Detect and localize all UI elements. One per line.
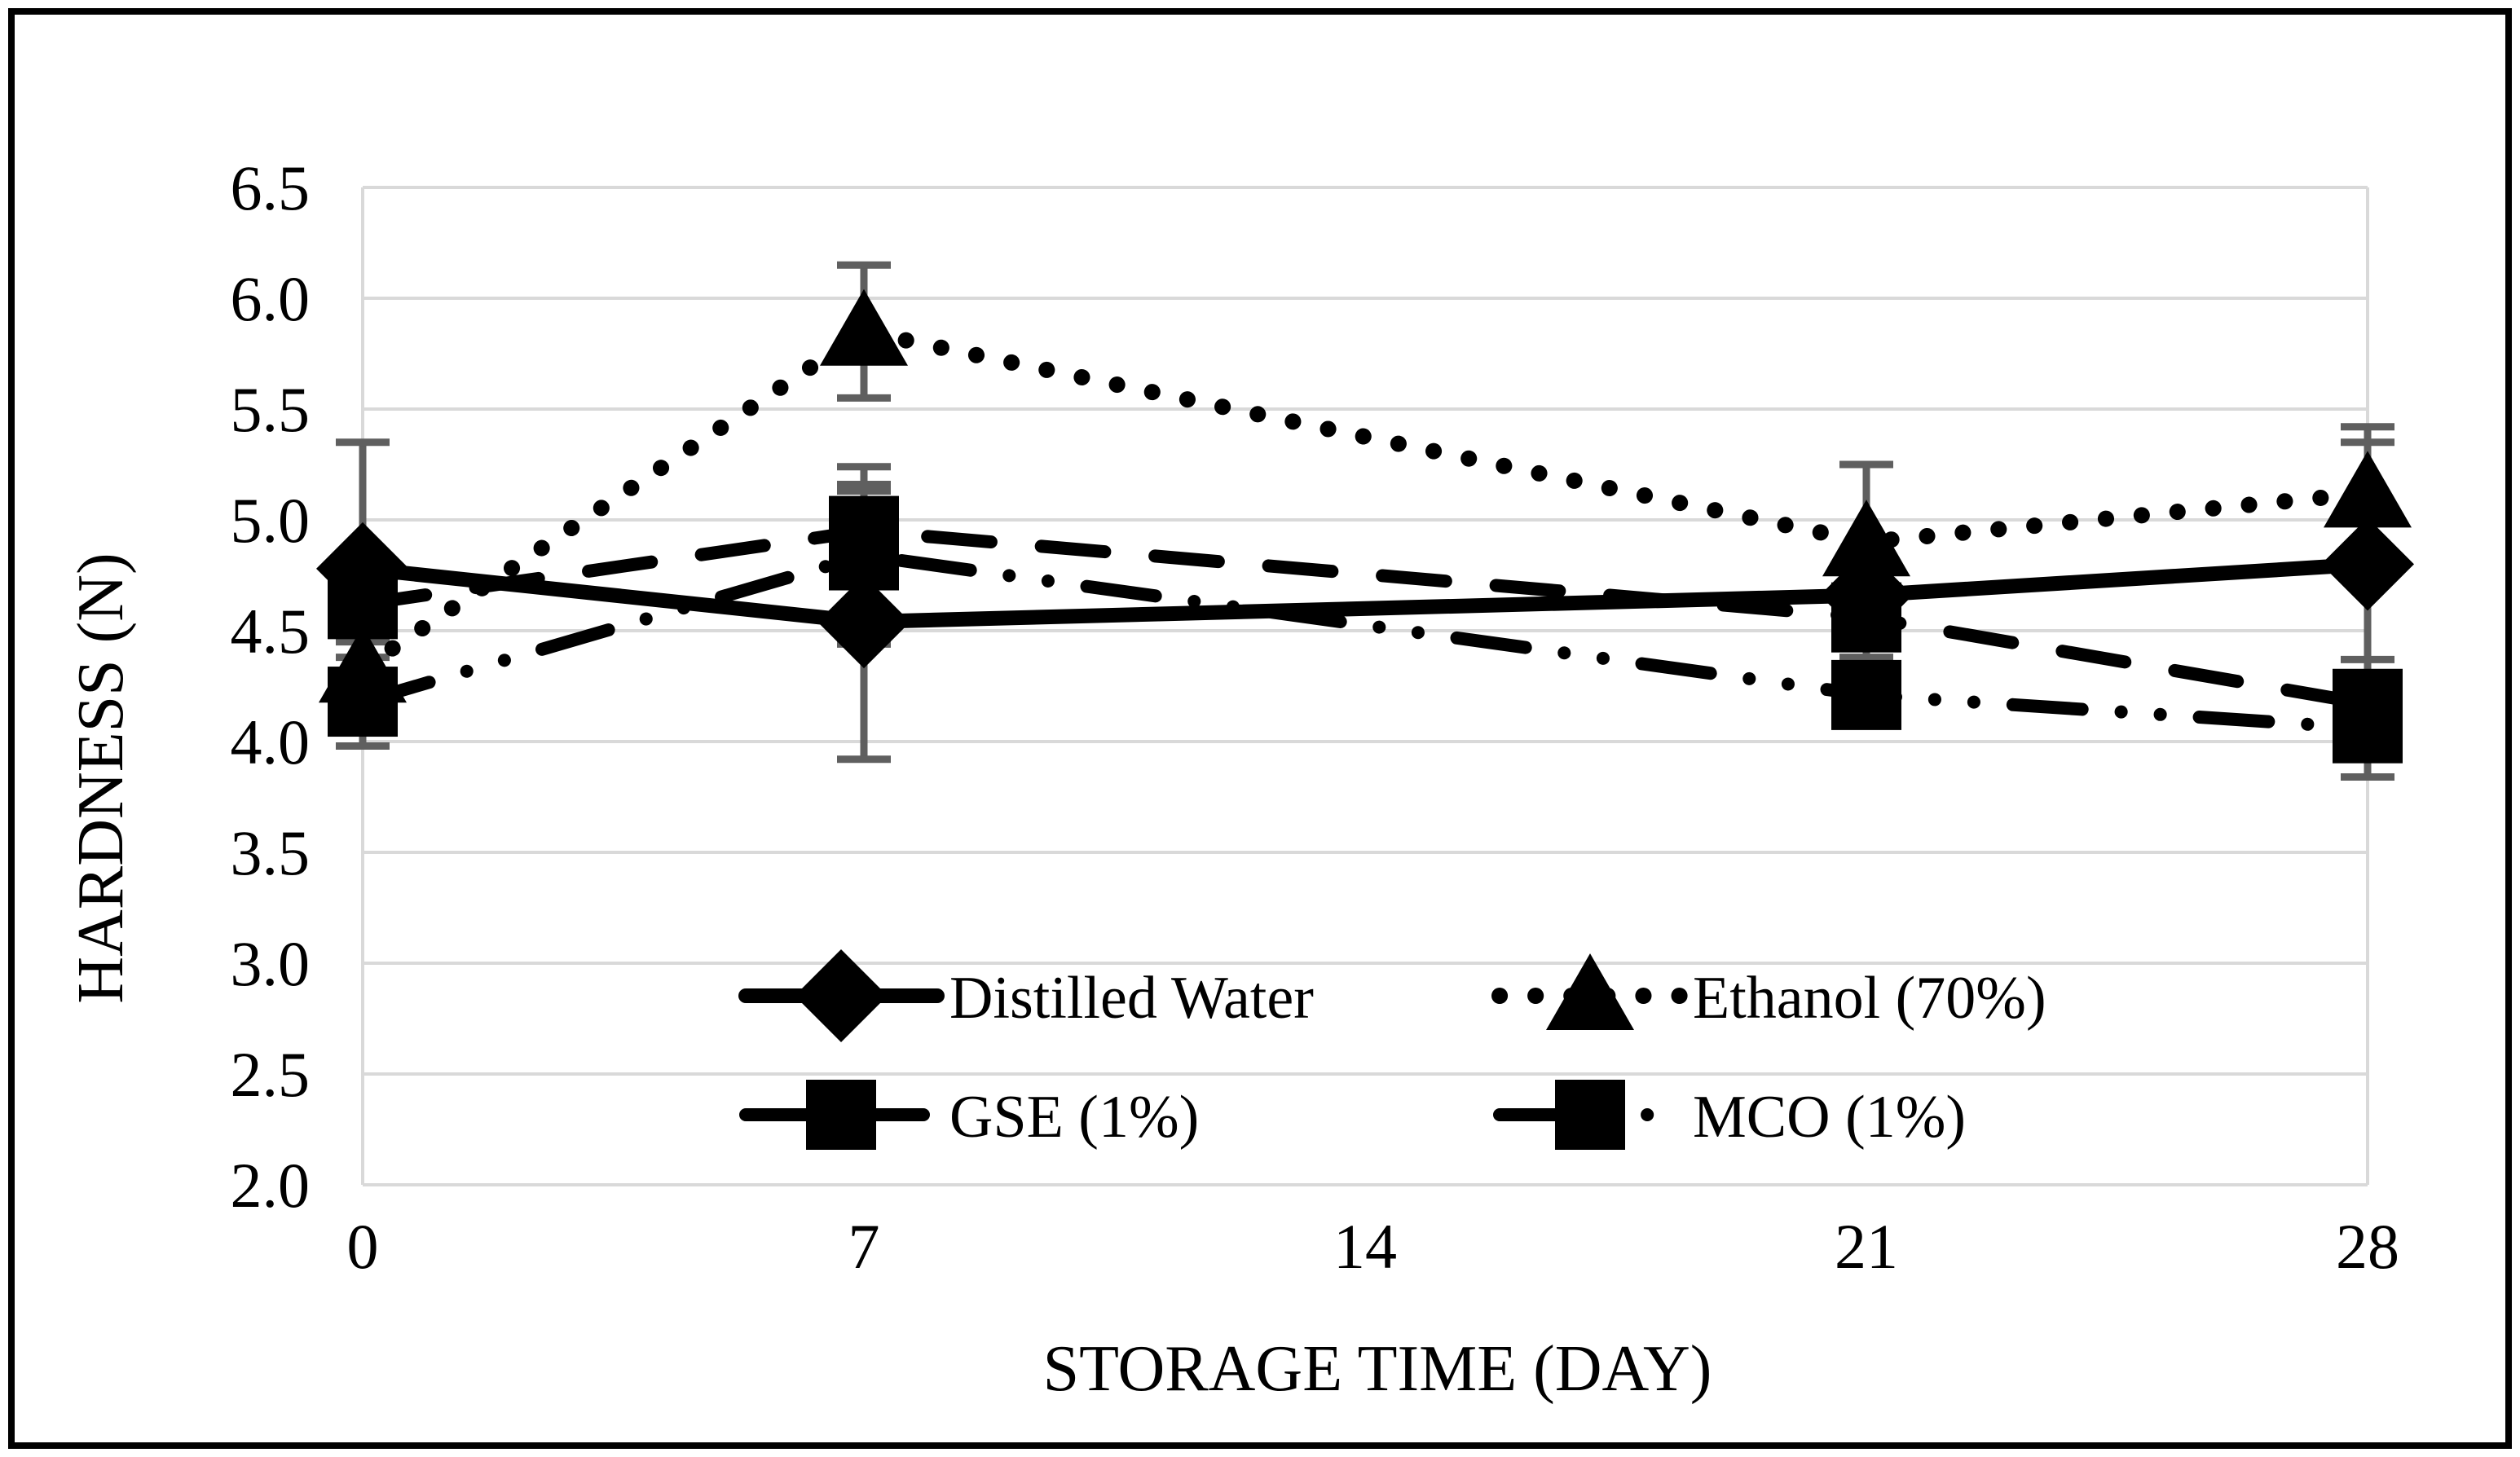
x-tick-label: 21 <box>1835 1211 1898 1282</box>
gridlines <box>363 186 2368 1186</box>
y-tick-label: 4.0 <box>231 706 311 777</box>
square-marker <box>328 569 398 640</box>
square-marker <box>806 1080 876 1150</box>
square-marker <box>1555 1080 1625 1150</box>
series-line <box>355 557 2375 630</box>
diamond-marker <box>795 949 888 1042</box>
x-tick-label: 14 <box>1333 1211 1397 1282</box>
diamond-marker <box>817 575 910 669</box>
y-tick-label: 2.5 <box>231 1039 311 1110</box>
series-line <box>355 323 2376 677</box>
y-axis-tick-labels: 6.5 6.0 5.5 5.0 4.5 4.0 3.5 3.0 2.5 2.0 <box>231 152 311 1221</box>
y-tick-label: 4.5 <box>231 596 311 667</box>
y-tick-label: 6.5 <box>231 152 311 223</box>
triangle-marker <box>1822 500 1910 577</box>
legend-entry: GSE (1%) <box>739 1080 1199 1151</box>
x-axis-title: STORAGE TIME (DAY) <box>1043 1333 1712 1405</box>
y-tick-label: 3.0 <box>231 928 311 999</box>
legend-entry-label: MCO (1%) <box>1693 1084 1966 1151</box>
figure-border <box>8 8 2512 1449</box>
x-tick-label: 0 <box>347 1211 379 1282</box>
legend-entry-label: Ethanol (70%) <box>1693 965 2046 1032</box>
square-marker <box>328 667 398 737</box>
legend: Distilled Water Ethanol (70%) GSE (1%) MCO … <box>738 949 2046 1151</box>
series-line <box>356 524 2374 711</box>
square-marker <box>2333 693 2403 764</box>
legend-entry-label: Distilled Water <box>949 965 1314 1032</box>
legend-entry-label: GSE (1%) <box>949 1084 1199 1151</box>
square-marker <box>1831 659 1901 730</box>
legend-entry: Ethanol (70%) <box>1491 953 2046 1032</box>
legend-entry: Distilled Water <box>738 949 1314 1042</box>
x-axis-tick-labels: 0 7 14 21 28 <box>347 1211 2400 1282</box>
series-line <box>356 548 2374 735</box>
legend-entry: MCO (1%) <box>1493 1080 1966 1151</box>
square-marker <box>829 520 899 591</box>
triangle-marker <box>2324 451 2412 528</box>
y-tick-label: 6.0 <box>231 263 311 334</box>
y-tick-label: 5.5 <box>231 374 311 445</box>
series-markers <box>316 288 2414 764</box>
y-axis-title: HARDNESS (N) <box>65 552 137 1003</box>
diamond-marker <box>2321 517 2414 611</box>
x-tick-label: 7 <box>848 1211 880 1282</box>
x-tick-label: 28 <box>2336 1211 2399 1282</box>
triangle-marker <box>1546 953 1634 1030</box>
y-tick-label: 3.5 <box>231 817 311 888</box>
series-lines <box>355 323 2376 735</box>
y-tick-label: 5.0 <box>231 485 311 556</box>
triangle-marker <box>820 288 908 366</box>
square-marker <box>1831 582 1901 653</box>
y-tick-label: 2.0 <box>231 1150 311 1221</box>
